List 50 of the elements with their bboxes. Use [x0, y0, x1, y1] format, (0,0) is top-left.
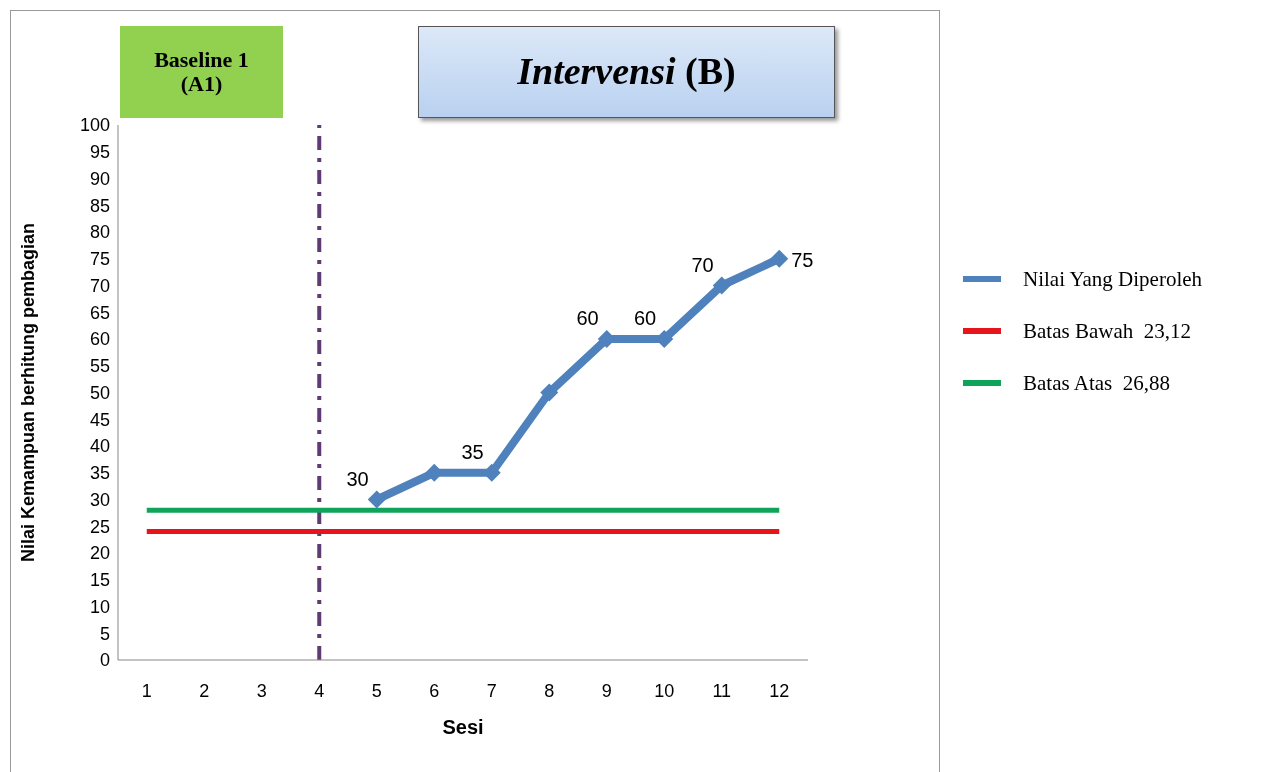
- x-tick-label: 1: [141, 680, 152, 701]
- x-tick-label: 12: [769, 680, 790, 701]
- legend-label: Batas Bawah 23,12: [1023, 318, 1191, 344]
- y-tick-label: 25: [89, 516, 110, 537]
- x-tick-label: 8: [544, 680, 555, 701]
- data-label: 75: [791, 248, 814, 271]
- y-tick-label: 70: [89, 275, 110, 296]
- point: [540, 383, 559, 402]
- data-label: 60: [634, 307, 657, 329]
- y-tick-label: 20: [89, 543, 110, 564]
- y-tick-label: 35: [89, 463, 110, 484]
- x-tick-label: 7: [486, 680, 497, 701]
- point: [770, 249, 789, 268]
- y-tick-label: 10: [89, 596, 110, 617]
- y-tick-label: 15: [89, 570, 110, 591]
- y-tick-label: 95: [89, 142, 110, 163]
- y-tick-label: 5: [99, 623, 110, 644]
- legend-label: Nilai Yang Diperoleh: [1023, 266, 1203, 292]
- x-tick-label: 11: [712, 680, 732, 701]
- y-tick-label: 0: [99, 650, 110, 671]
- y-tick-label: 75: [89, 249, 110, 270]
- y-tick-label: 45: [89, 409, 110, 430]
- y-axis-title: Nilai Kemampuan berhitung pembagian: [18, 222, 39, 563]
- y-tick-label: 85: [89, 195, 110, 216]
- data-label: 30: [346, 467, 369, 490]
- y-tick-label: 90: [89, 168, 110, 189]
- data-label: 35: [461, 440, 484, 463]
- text: Baseline 1 (A1): [120, 26, 283, 118]
- x-tick-label: 4: [314, 680, 325, 701]
- y-tick-label: 30: [89, 489, 110, 510]
- x-axis-title: Sesi: [442, 716, 484, 739]
- x-tick-label: 2: [199, 680, 210, 701]
- y-tick-label: 100: [79, 115, 110, 136]
- y-tick-label: 65: [89, 302, 110, 323]
- data-label: 70: [691, 253, 714, 276]
- y-tick-label: 40: [89, 436, 110, 457]
- x-tick-label: 10: [654, 680, 675, 701]
- x-tick-label: 3: [256, 680, 267, 701]
- x-tick-label: 5: [371, 680, 382, 701]
- y-tick-label: 55: [89, 356, 110, 377]
- y-tick-label: 80: [89, 222, 110, 243]
- x-tick-label: 9: [601, 680, 612, 701]
- point: [367, 490, 386, 509]
- y-tick-label: 60: [89, 329, 110, 350]
- legend-label: Batas Atas 26,88: [1023, 370, 1170, 396]
- point: [712, 276, 731, 295]
- x-tick-label: 6: [429, 680, 440, 701]
- text: Intervensi (B): [517, 50, 736, 93]
- y-tick-label: 50: [89, 382, 110, 403]
- data-label: 60: [576, 307, 599, 329]
